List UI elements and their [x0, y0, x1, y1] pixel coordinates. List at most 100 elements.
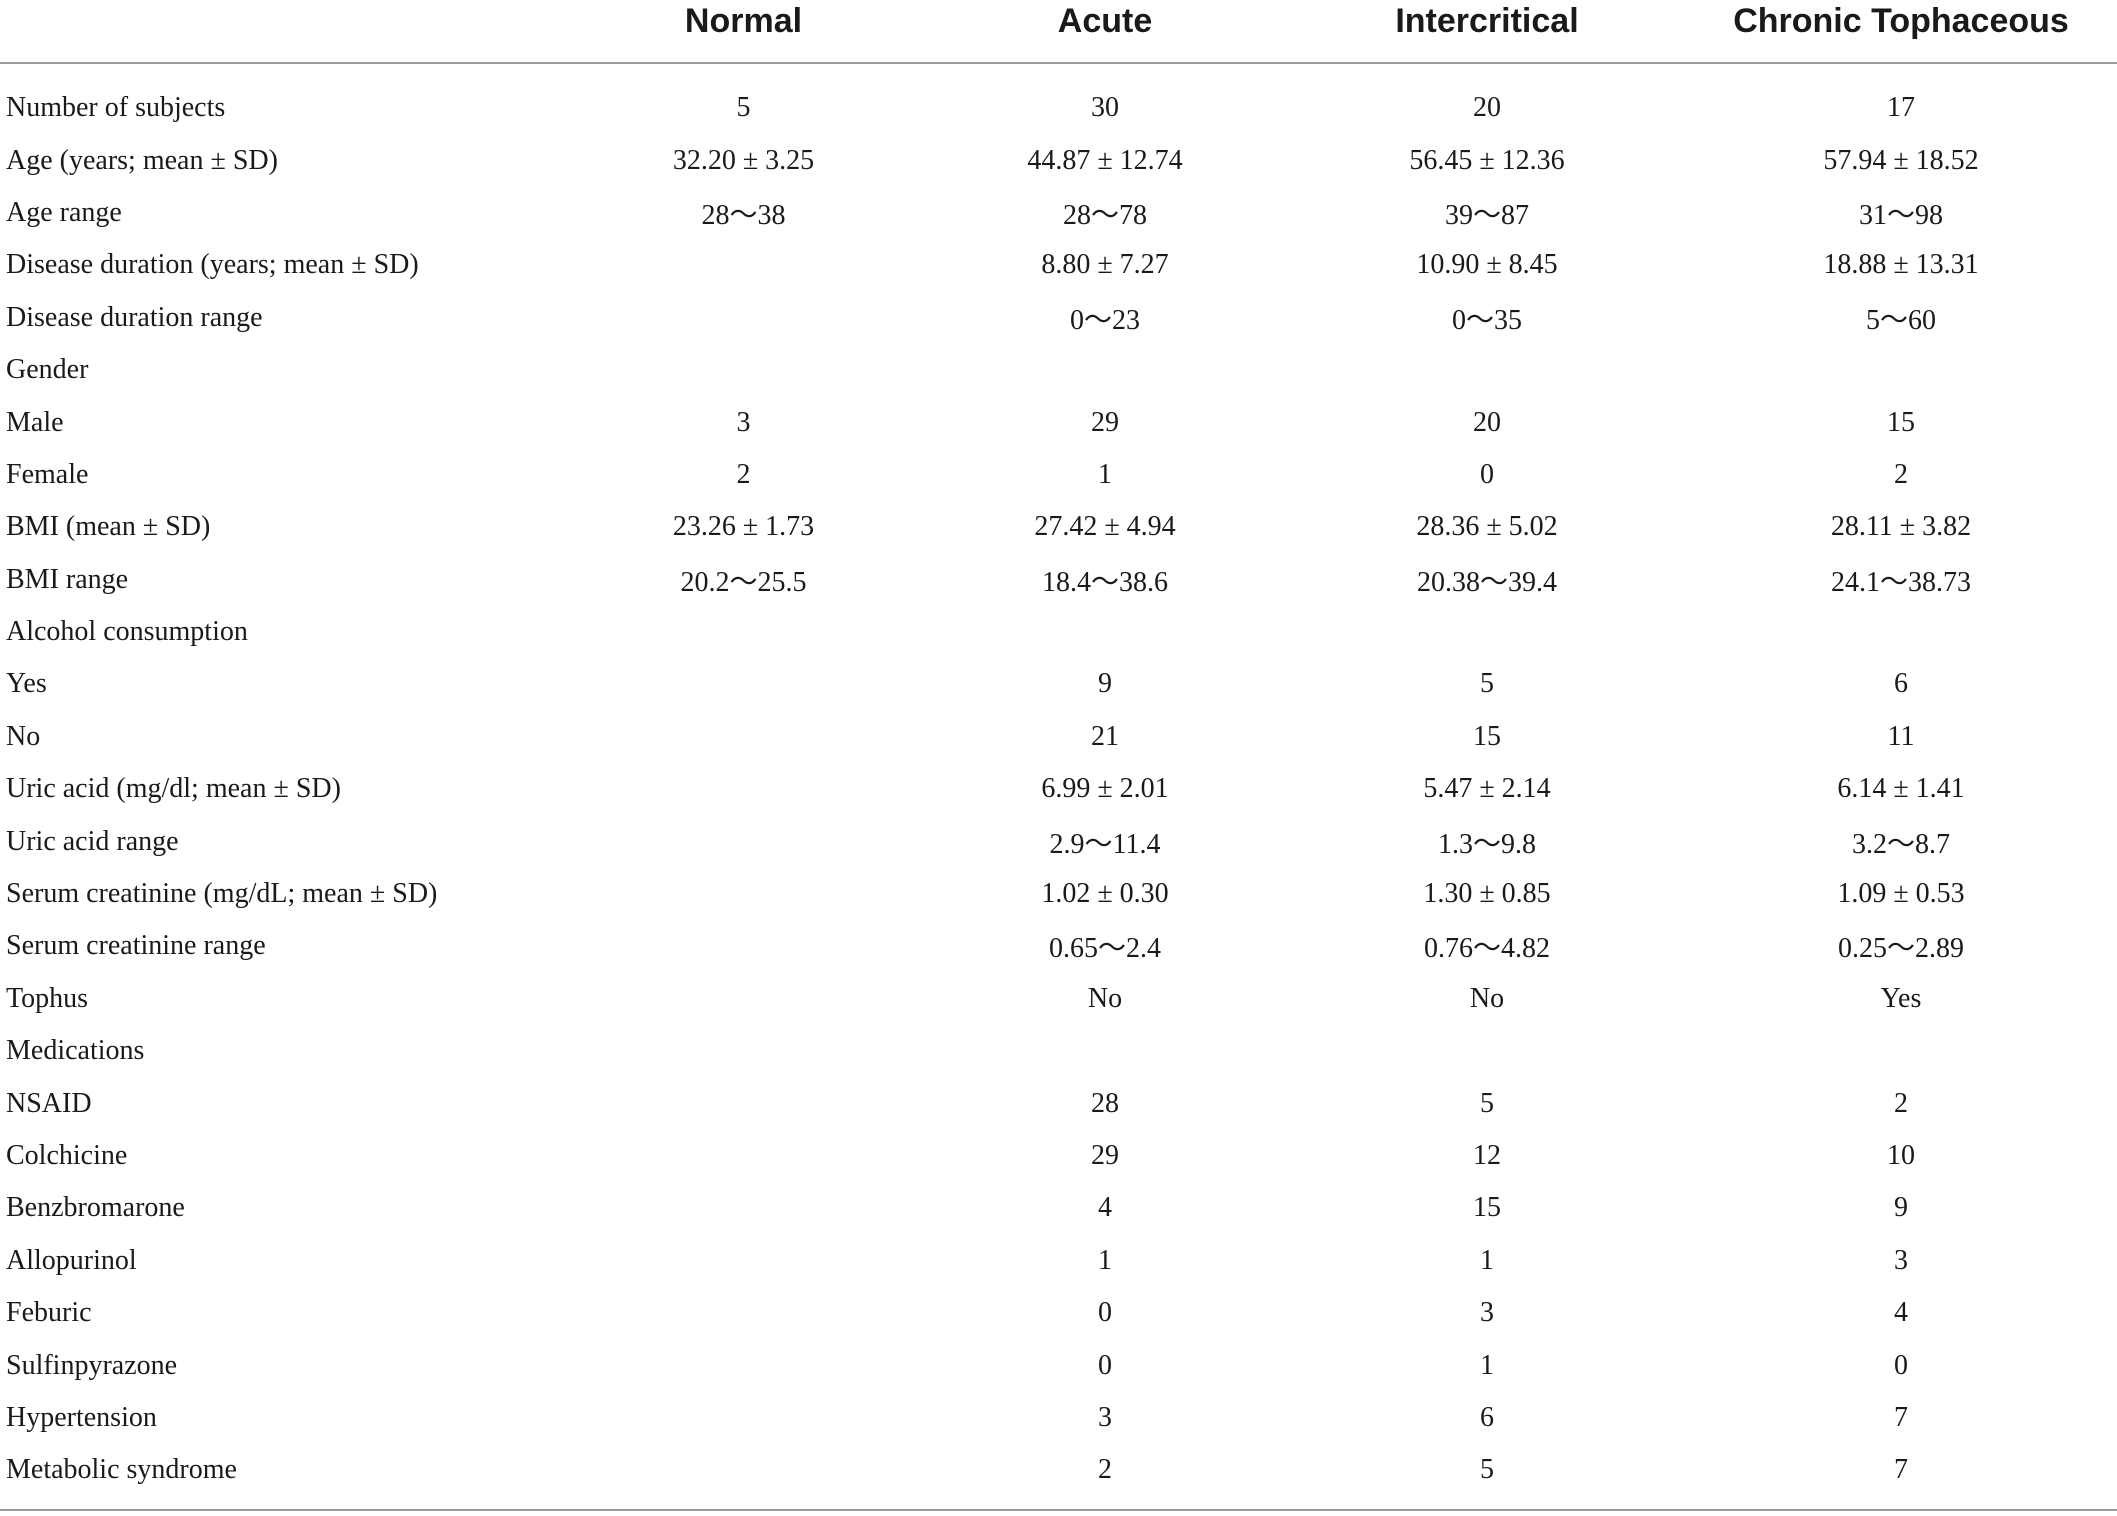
header-intercritical: Intercritical: [1289, 0, 1685, 64]
chronic-tophaceous-value: 6.14 ± 1.41: [1837, 773, 1965, 805]
table-row: Uric acid (mg/dl; mean ± SD) 6.99 ± 2.01 5…: [0, 763, 2117, 815]
table-row: NSAID 28 5 2: [0, 1077, 2117, 1129]
intercritical-value: 6: [1480, 1401, 1494, 1433]
acute-value: 2: [1098, 1454, 1112, 1486]
chronic-tophaceous-value: 24.1～38.73: [1830, 566, 1971, 598]
row-label: Serum creatinine (mg/dL; mean ± SD): [6, 878, 438, 910]
row-label: Disease duration range: [6, 301, 263, 333]
acute-value: 0: [1098, 1349, 1112, 1381]
intercritical-value: 1: [1480, 1244, 1494, 1276]
acute-value: No: [1087, 982, 1123, 1014]
normal-value: [566, 1182, 921, 1234]
chronic-tophaceous-value: 3.2～8.7: [1851, 828, 1950, 860]
intercritical-value: 10.90 ± 8.45: [1416, 249, 1558, 281]
row-label: Male: [6, 406, 64, 438]
normal-value: 2: [736, 458, 751, 490]
row-label: Feburic: [6, 1297, 92, 1329]
row-label: Medications: [6, 1035, 145, 1067]
table-row: BMI (mean ± SD) 23.26 ± 1.73 27.42 ± 4.94 2…: [0, 501, 2117, 553]
intercritical-value: 15: [1473, 720, 1501, 752]
table-row: Age (years; mean ± SD) 32.20 ± 3.25 44.87 …: [0, 134, 2117, 186]
row-label: Sulfinpyrazone: [6, 1349, 178, 1381]
acute-value: 29: [1091, 406, 1119, 438]
table-bottom-rule: [0, 1509, 2117, 1511]
acute-value: 0～23: [1069, 304, 1140, 336]
table-row: Colchicine 29 12 10: [0, 1130, 2117, 1182]
acute-value: 44.87 ± 12.74: [1027, 144, 1183, 176]
intercritical-value: 0.76～4.82: [1423, 933, 1550, 965]
normal-value: 3: [736, 406, 751, 438]
intercritical-value: 20.38～39.4: [1416, 566, 1557, 598]
acute-value: 1: [1098, 1244, 1112, 1276]
row-label: Uric acid range: [6, 825, 179, 857]
row-label: Uric acid (mg/dl; mean ± SD): [6, 773, 341, 805]
intercritical-value: 12: [1473, 1140, 1501, 1171]
intercritical-value: 0～35: [1451, 304, 1522, 336]
normal-value: [566, 1130, 921, 1182]
normal-value: [566, 1235, 921, 1287]
intercritical-value: 20: [1473, 92, 1501, 124]
table-row: Sulfinpyrazone 0 1 0: [0, 1339, 2117, 1391]
chronic-tophaceous-value: 4: [1894, 1297, 1908, 1329]
acute-value: 30: [1091, 92, 1119, 124]
normal-value: [566, 868, 921, 920]
intercritical-value: 28.36 ± 5.02: [1416, 511, 1558, 543]
normal-value: 28～38: [701, 199, 786, 231]
header-acute: Acute: [921, 0, 1289, 64]
table-row: Disease duration (years; mean ± SD) 8.80 …: [0, 239, 2117, 291]
normal-value: [566, 1025, 921, 1077]
table-row: Serum creatinine (mg/dL; mean ± SD) 1.02 …: [0, 868, 2117, 920]
intercritical-value: No: [1469, 982, 1505, 1014]
chronic-tophaceous-value: 57.94 ± 18.52: [1823, 144, 1979, 176]
table-row: BMI range 20.2～25.5 18.4～38.6 20.38～39.4 24.…: [0, 554, 2117, 606]
header-row: Normal Acute Intercritical Chronic Topha…: [0, 0, 2117, 64]
chronic-tophaceous-value: 7: [1894, 1454, 1908, 1486]
chronic-tophaceous-value: [1685, 1025, 2117, 1077]
intercritical-value: 5.47 ± 2.14: [1423, 773, 1551, 805]
header-chronic-tophaceous: Chronic Tophaceous: [1685, 0, 2117, 64]
normal-value: [566, 239, 921, 291]
table-row: Medications: [0, 1025, 2117, 1077]
chronic-tophaceous-value: 1.09 ± 0.53: [1837, 878, 1965, 910]
intercritical-value: 1.30 ± 0.85: [1423, 878, 1551, 910]
normal-value: [566, 1392, 921, 1444]
chronic-tophaceous-value: 6: [1894, 668, 1908, 700]
row-label: BMI range: [6, 563, 129, 595]
table-row: Benzbromarone 4 15 9: [0, 1182, 2117, 1234]
row-label: Colchicine: [6, 1140, 128, 1171]
chronic-tophaceous-value: Yes: [1880, 982, 1922, 1014]
intercritical-value: [1289, 606, 1685, 658]
normal-value: [566, 658, 921, 710]
intercritical-value: 5: [1480, 668, 1494, 700]
acute-value: 18.4～38.6: [1041, 566, 1168, 598]
acute-value: 1.02 ± 0.30: [1041, 878, 1169, 910]
intercritical-value: 0: [1480, 458, 1494, 490]
table-row: Male 3 29 20 15: [0, 396, 2117, 448]
normal-value: 5: [736, 92, 751, 124]
table-row: Yes 9 5 6: [0, 658, 2117, 710]
normal-value: [566, 1287, 921, 1339]
row-label: Hypertension: [6, 1401, 157, 1433]
row-label: Female: [6, 458, 89, 490]
row-label: Tophus: [6, 982, 89, 1014]
chronic-tophaceous-value: 17: [1887, 92, 1915, 124]
chronic-tophaceous-value: 7: [1894, 1401, 1908, 1433]
acute-value: 0.65～2.4: [1048, 933, 1161, 965]
table-row: Gender: [0, 344, 2117, 396]
table-row: Disease duration range 0～23 0～35 5～60: [0, 292, 2117, 344]
row-label: Gender: [6, 354, 89, 386]
table-row: Age range 28～38 28～78 39～87 31～98: [0, 187, 2117, 239]
intercritical-value: 20: [1473, 406, 1501, 438]
row-label: Disease duration (years; mean ± SD): [6, 249, 419, 281]
table-row: Female 2 1 0 2: [0, 449, 2117, 501]
chronic-tophaceous-value: 0.25～2.89: [1837, 933, 1964, 965]
normal-value: [566, 1444, 921, 1508]
acute-value: 6.99 ± 2.01: [1041, 773, 1169, 805]
row-label: Age (years; mean ± SD): [6, 144, 278, 176]
chronic-tophaceous-value: 10: [1887, 1140, 1915, 1171]
table-row: Serum creatinine range 0.65～2.4 0.76～4.82 0…: [0, 920, 2117, 972]
table-header: Normal Acute Intercritical Chronic Topha…: [0, 0, 2117, 64]
chronic-tophaceous-value: 3: [1894, 1244, 1908, 1276]
row-label: Allopurinol: [6, 1244, 137, 1276]
